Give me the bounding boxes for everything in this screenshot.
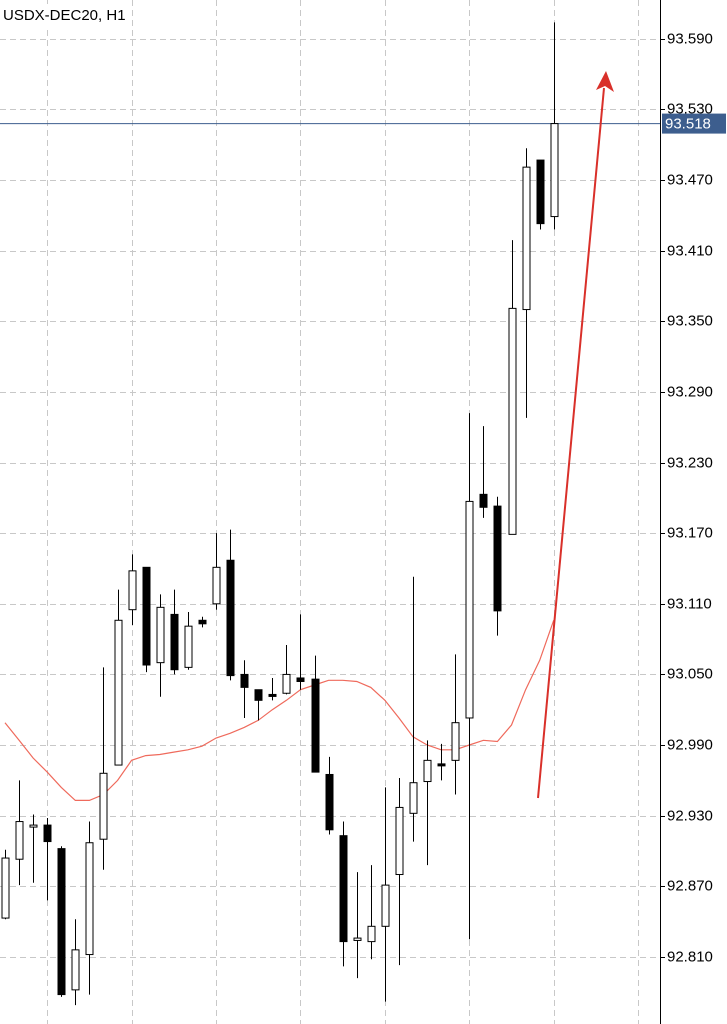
y-tick-label: 93.530	[667, 100, 713, 117]
candle-body	[381, 884, 390, 927]
y-tick-label: 93.350	[667, 312, 713, 329]
candle-body	[465, 500, 474, 719]
candle-body	[226, 559, 235, 677]
y-tick-label: 93.110	[667, 595, 712, 612]
candle-body	[479, 493, 488, 508]
candle-body	[254, 689, 263, 701]
candle-body	[57, 848, 66, 996]
candle-body	[409, 782, 418, 814]
candle-body	[367, 925, 376, 943]
candle-body	[508, 307, 517, 535]
candle-body	[198, 619, 207, 625]
chart-title: USDX-DEC20, H1	[3, 7, 126, 24]
candle-body	[296, 677, 305, 682]
candle-body	[156, 606, 165, 664]
candle-body	[536, 159, 545, 225]
candle-body	[550, 123, 559, 218]
last-price-box	[662, 113, 726, 134]
y-tick-label: 93.230	[667, 454, 713, 471]
title-bg	[0, 4, 124, 28]
y-tick-label: 93.410	[667, 242, 713, 259]
y-tick-label: 92.990	[667, 736, 713, 753]
candle-body	[423, 759, 432, 783]
candle-body	[268, 693, 277, 697]
candle-body	[395, 806, 404, 876]
candle-body	[437, 763, 446, 767]
candle-body	[29, 824, 38, 828]
candle-body	[85, 842, 94, 956]
candle-body	[128, 570, 137, 611]
y-tick-label: 93.470	[667, 171, 713, 188]
candle-body	[15, 821, 24, 860]
candle-body	[43, 824, 52, 843]
y-tick-label: 92.810	[667, 948, 713, 965]
candle-body	[184, 625, 193, 668]
candle-body	[311, 678, 320, 773]
y-tick-label: 92.870	[667, 877, 713, 894]
candle-body	[240, 673, 249, 688]
axis-labels: 93.590 93.530 93.470 93.410 93.350 93.290 93.2…	[660, 30, 726, 965]
grid	[0, 0, 660, 1024]
candle-body	[493, 505, 502, 612]
candle-body	[451, 722, 460, 761]
moving-average	[4, 620, 555, 801]
y-tick-label: 93.590	[667, 30, 713, 47]
trend-arrow	[537, 87, 605, 799]
arrow-head	[596, 71, 614, 92]
candle-body	[212, 566, 221, 605]
candle-body	[170, 613, 179, 671]
candle-body	[114, 619, 123, 766]
y-tick-label: 93.290	[667, 383, 713, 400]
y-tick-label: 93.050	[667, 665, 713, 682]
candle-body	[339, 835, 348, 943]
candle-body	[1, 857, 10, 919]
candle-body	[99, 772, 108, 840]
y-tick-label: 92.930	[667, 807, 713, 824]
plot	[0, 22, 660, 1006]
candle-body	[522, 166, 531, 311]
candle-body	[71, 949, 80, 991]
last-price-label: 93.518	[665, 116, 711, 133]
candle-body	[282, 673, 291, 694]
candle-body	[142, 566, 151, 666]
y-tick-label: 93.170	[667, 524, 713, 541]
candle-body	[325, 773, 334, 831]
candle-body	[353, 937, 362, 941]
